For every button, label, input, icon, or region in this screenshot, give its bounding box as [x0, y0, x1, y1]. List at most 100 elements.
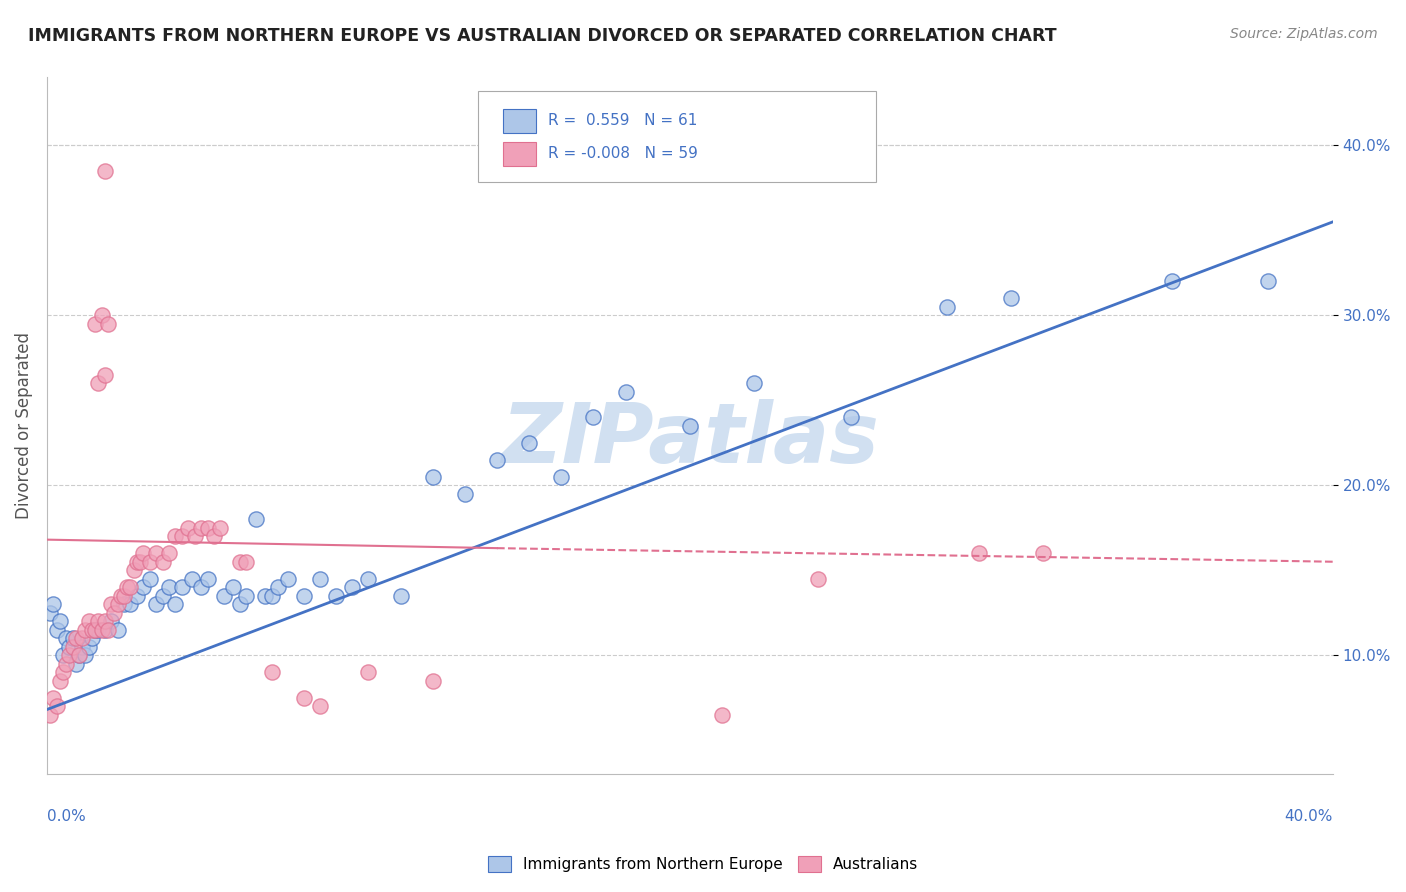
Point: [112, 597, 135, 611]
Point: [62, 631, 84, 645]
Point: [55, 631, 77, 645]
Point: [180, 572, 202, 586]
Point: [132, 580, 155, 594]
Point: [39, 707, 62, 722]
Point: [582, 410, 605, 425]
Point: [65, 631, 87, 645]
Point: [839, 410, 862, 425]
Point: [42, 690, 65, 705]
Point: [190, 580, 212, 594]
Point: [139, 555, 162, 569]
Point: [389, 589, 412, 603]
Point: [42, 597, 65, 611]
Point: [58, 640, 80, 654]
Point: [277, 572, 299, 586]
Point: [45, 699, 67, 714]
Point: [52, 665, 75, 680]
Point: [84, 317, 107, 331]
Point: [967, 546, 990, 560]
Point: [325, 589, 347, 603]
Point: [110, 589, 132, 603]
Point: [120, 597, 142, 611]
Point: [260, 665, 283, 680]
Point: [550, 469, 572, 483]
Point: [100, 614, 122, 628]
Text: ZIPatlas: ZIPatlas: [501, 400, 879, 480]
Point: [80, 631, 103, 645]
Point: [202, 529, 225, 543]
Point: [209, 521, 232, 535]
Point: [267, 580, 290, 594]
Point: [235, 555, 257, 569]
Point: [100, 597, 122, 611]
Point: [122, 563, 145, 577]
Point: [170, 580, 193, 594]
FancyBboxPatch shape: [503, 142, 536, 166]
Point: [45, 623, 67, 637]
Point: [517, 435, 540, 450]
Text: 40.0%: 40.0%: [1285, 809, 1333, 824]
Legend: Immigrants from Northern Europe, Australians: Immigrants from Northern Europe, Austral…: [479, 848, 927, 880]
Point: [342, 580, 364, 594]
Point: [139, 572, 162, 586]
Point: [70, 631, 93, 645]
Point: [157, 546, 180, 560]
Point: [87, 614, 110, 628]
Point: [67, 648, 90, 663]
Y-axis label: Divorced or Separated: Divorced or Separated: [15, 333, 32, 519]
Text: R =  0.559   N = 61: R = 0.559 N = 61: [548, 113, 697, 128]
Point: [65, 657, 87, 671]
Point: [454, 487, 477, 501]
Point: [132, 546, 155, 560]
Point: [679, 418, 702, 433]
Point: [103, 606, 125, 620]
Point: [309, 699, 332, 714]
Point: [107, 623, 129, 637]
Point: [1000, 291, 1022, 305]
Point: [184, 529, 207, 543]
Point: [245, 512, 267, 526]
Point: [67, 648, 90, 663]
Point: [125, 589, 148, 603]
Point: [422, 673, 444, 688]
Point: [177, 521, 200, 535]
Point: [357, 665, 380, 680]
Point: [94, 623, 117, 637]
Point: [107, 597, 129, 611]
Point: [422, 469, 444, 483]
Point: [145, 546, 167, 560]
Text: Source: ZipAtlas.com: Source: ZipAtlas.com: [1230, 27, 1378, 41]
Point: [145, 597, 167, 611]
Point: [152, 555, 174, 569]
Point: [129, 555, 152, 569]
Point: [260, 589, 283, 603]
Point: [197, 572, 219, 586]
Point: [807, 572, 830, 586]
Point: [1032, 546, 1054, 560]
Point: [309, 572, 332, 586]
Point: [87, 376, 110, 391]
FancyBboxPatch shape: [503, 109, 536, 133]
Point: [120, 580, 142, 594]
Point: [292, 589, 315, 603]
Text: R = -0.008   N = 59: R = -0.008 N = 59: [548, 146, 699, 161]
Point: [94, 614, 117, 628]
Point: [58, 648, 80, 663]
Point: [70, 640, 93, 654]
Point: [742, 376, 765, 391]
Point: [157, 580, 180, 594]
Point: [152, 589, 174, 603]
Point: [117, 580, 139, 594]
Point: [52, 648, 75, 663]
Point: [170, 529, 193, 543]
Point: [485, 452, 508, 467]
Point: [90, 623, 112, 637]
Point: [97, 317, 120, 331]
FancyBboxPatch shape: [478, 91, 876, 182]
Point: [710, 707, 733, 722]
Point: [292, 690, 315, 705]
Point: [112, 589, 135, 603]
Text: 0.0%: 0.0%: [46, 809, 86, 824]
Point: [229, 597, 252, 611]
Point: [75, 648, 97, 663]
